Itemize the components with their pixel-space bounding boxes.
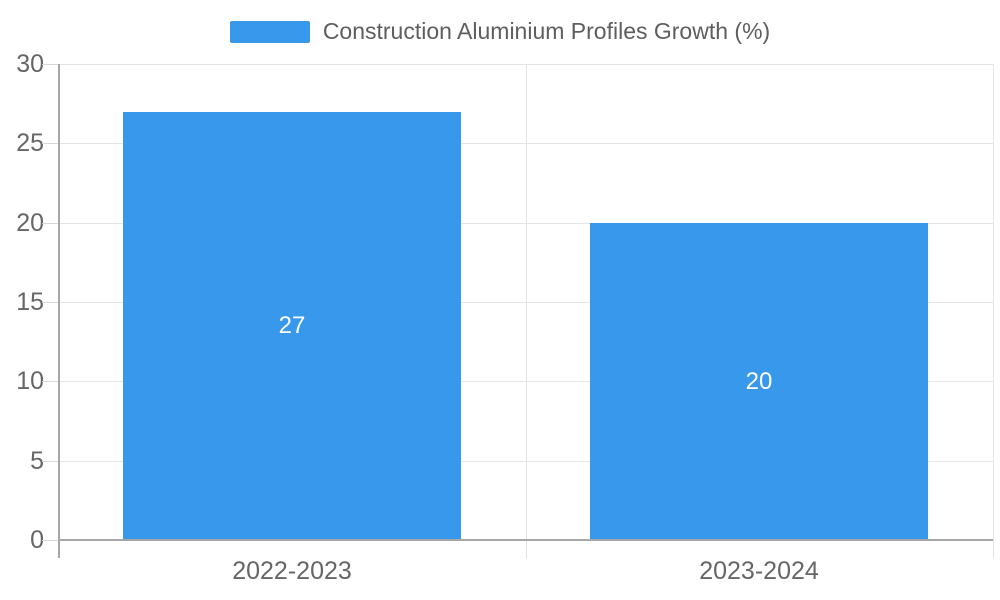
legend-label: Construction Aluminium Profiles Growth (… xyxy=(322,18,771,44)
x-axis-label-2023-2024: 2023-2024 xyxy=(699,557,819,585)
y-axis-tick-5 xyxy=(42,461,58,462)
y-axis-tick-25 xyxy=(42,143,58,144)
y-axis-tick-15 xyxy=(42,302,58,303)
legend[interactable]: Construction Aluminium Profiles Growth (… xyxy=(0,18,1000,45)
bar-2023-2024[interactable] xyxy=(590,223,928,540)
gridline-y-15 xyxy=(58,302,993,303)
legend-swatch xyxy=(229,20,310,43)
gridline-y-10 xyxy=(58,381,993,382)
gridline-y-20 xyxy=(58,223,993,224)
plot-area: 27 20 xyxy=(58,64,994,558)
y-tick-label-5: 5 xyxy=(30,447,44,475)
y-tick-label-15: 15 xyxy=(16,288,44,316)
y-tick-label-20: 20 xyxy=(16,209,44,237)
y-axis-tick-20 xyxy=(42,223,58,224)
y-axis-tick-30 xyxy=(42,64,58,65)
y-tick-label-25: 25 xyxy=(16,129,44,157)
gridline-y-30 xyxy=(58,64,993,65)
gridline-y-5 xyxy=(58,461,993,462)
y-axis-tick-10 xyxy=(42,381,58,382)
x-axis-line xyxy=(58,539,993,541)
y-axis-tick-0 xyxy=(42,540,58,541)
y-tick-label-10: 10 xyxy=(16,367,44,395)
bar-2022-2023[interactable] xyxy=(123,112,461,540)
y-tick-label-30: 30 xyxy=(16,50,44,78)
gridline-y-25 xyxy=(58,143,993,144)
plot-right-border xyxy=(993,64,994,558)
x-axis-label-2022-2023: 2022-2023 xyxy=(232,557,352,585)
category-boundary-line xyxy=(526,64,527,558)
y-tick-label-0: 0 xyxy=(30,526,44,554)
y-axis-line xyxy=(58,64,60,558)
